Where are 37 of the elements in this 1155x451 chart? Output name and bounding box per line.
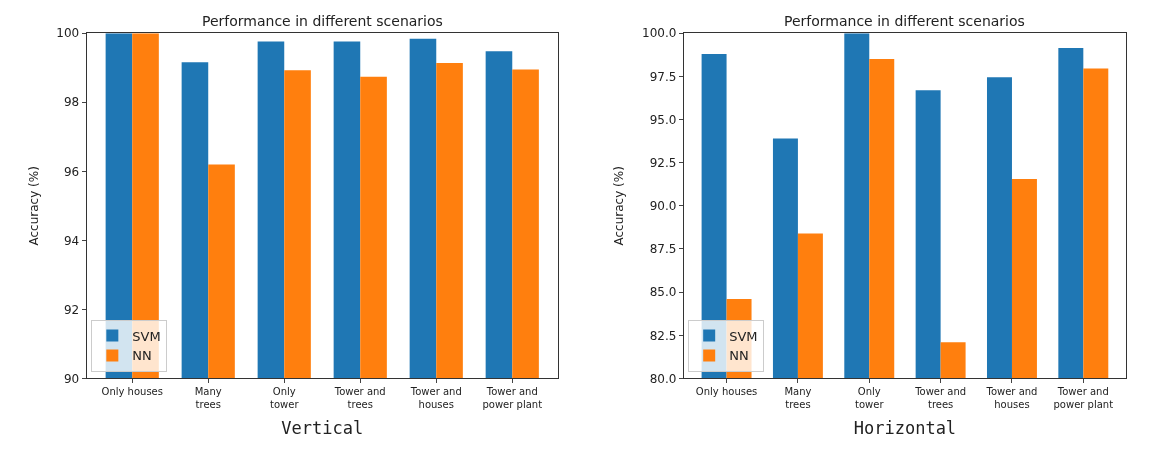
- x-tick-label: Many trees: [784, 386, 812, 411]
- y-tick-label: 87.5: [649, 242, 677, 257]
- y-tick-label: 92: [63, 302, 80, 317]
- x-tick-label: Only tower: [855, 386, 885, 411]
- x-tick-label: Tower and houses: [409, 386, 462, 411]
- y-tick-label: 98: [63, 95, 80, 110]
- y-tick-label: 100.0: [642, 26, 677, 41]
- x-tick-label: Tower and power plant: [482, 386, 543, 411]
- x-tick-label: Tower and trees: [914, 386, 967, 411]
- y-axis-title: Accuracy (%): [26, 166, 41, 246]
- y-tick-label: 80.0: [649, 371, 677, 386]
- y-tick-label: 94: [63, 233, 80, 248]
- x-axis-title: Horizontal: [853, 417, 957, 438]
- y-tick-label: 95.0: [649, 112, 677, 127]
- chart-title: Performance in different scenarios: [202, 13, 443, 29]
- legend-label: NN: [132, 348, 152, 364]
- legend-label: SVM: [132, 328, 161, 344]
- legend-label: NN: [729, 348, 749, 364]
- y-axis-title: Accuracy (%): [612, 166, 627, 246]
- x-tick-label: Tower and power plant: [1053, 386, 1114, 411]
- y-tick-label: 97.5: [649, 69, 677, 84]
- y-tick-label: 90.0: [649, 199, 677, 214]
- x-tick-label: Many trees: [194, 386, 222, 411]
- y-tick-label: 85.0: [649, 285, 677, 300]
- x-tick-label: Only tower: [270, 386, 300, 411]
- x-tick-label: Only houses: [695, 386, 758, 398]
- chart-title: Performance in different scenarios: [784, 13, 1025, 29]
- y-tick-label: 82.5: [649, 328, 677, 343]
- y-tick-label: 92.5: [649, 155, 677, 170]
- x-axis-title: Vertical: [281, 417, 364, 438]
- x-tick-label: Tower and trees: [333, 386, 386, 411]
- x-tick-label: Only houses: [101, 386, 163, 398]
- y-tick-label: 100: [56, 26, 80, 41]
- y-tick-label: 96: [63, 164, 80, 179]
- x-tick-label: Tower and houses: [985, 386, 1038, 411]
- y-tick-label: 90: [63, 371, 80, 386]
- legend-label: SVM: [729, 328, 758, 344]
